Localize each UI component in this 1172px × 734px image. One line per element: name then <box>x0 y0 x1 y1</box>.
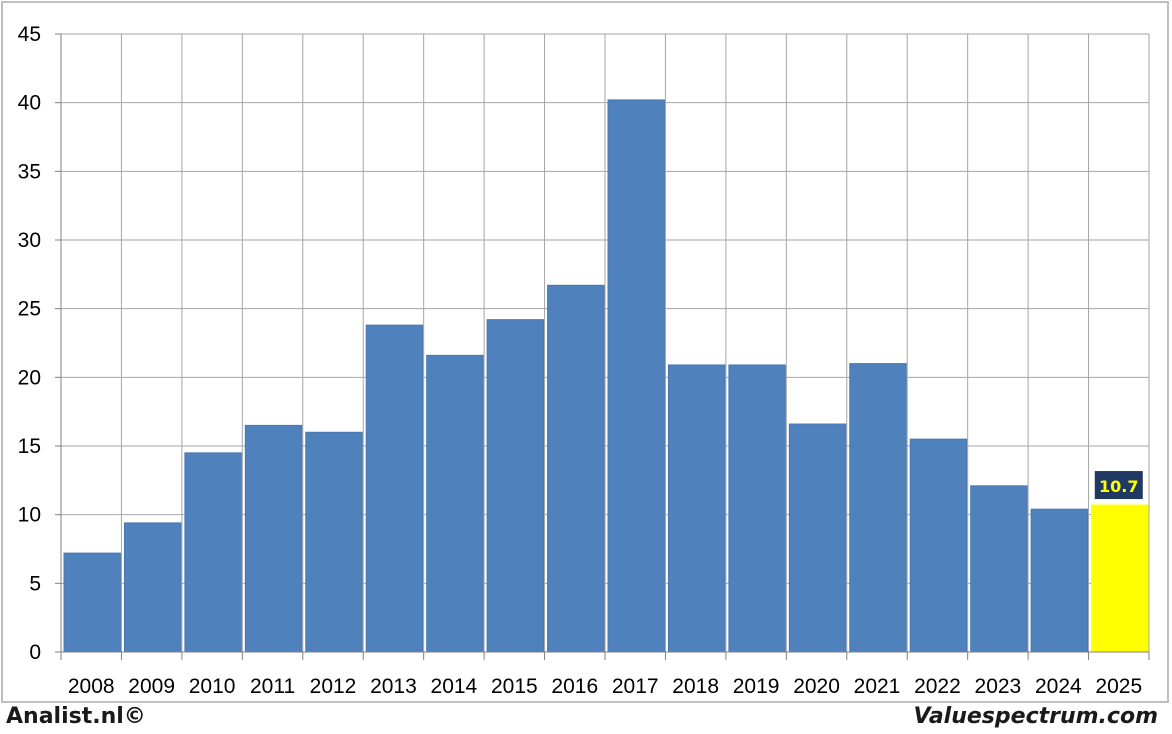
bar-2019 <box>728 364 786 653</box>
bar-2014 <box>426 354 484 653</box>
bar-2011 <box>244 424 303 653</box>
bar-2017 <box>607 99 665 653</box>
x-tick-label: 2009 <box>128 675 175 698</box>
bar-2023 <box>970 485 1028 653</box>
y-tick-label: 20 <box>18 366 41 389</box>
y-tick-label: 5 <box>29 572 41 595</box>
x-tick-label: 2022 <box>914 675 961 698</box>
x-tick-label: 2025 <box>1095 675 1142 698</box>
x-tick-label: 2019 <box>733 675 780 698</box>
bar-2009 <box>123 522 182 653</box>
bar-2022 <box>909 438 968 653</box>
bar-2024 <box>1030 508 1089 653</box>
bar-2010 <box>184 452 242 653</box>
x-tick-label: 2015 <box>491 675 538 698</box>
bar-2025 <box>1091 504 1149 653</box>
bar-2013 <box>365 324 424 653</box>
footer-source: Valuespectrum.com <box>913 704 1158 729</box>
x-tick-label: 2017 <box>612 675 659 698</box>
x-tick-label: 2023 <box>975 675 1022 698</box>
y-tick-label: 25 <box>18 298 41 321</box>
highlight-label-text: 10.7 <box>1099 477 1138 496</box>
bar-2015 <box>486 319 545 653</box>
x-tick-label: 2010 <box>189 675 236 698</box>
bar-2018 <box>667 364 726 653</box>
x-tick-label: 2021 <box>854 675 901 698</box>
x-tick-label: 2011 <box>250 675 295 698</box>
y-tick-label: 40 <box>18 92 41 115</box>
labels: 10.7 <box>1094 471 1143 500</box>
bar-2021 <box>849 363 907 653</box>
highlight-label-box <box>1094 471 1143 500</box>
bar-2008 <box>63 552 121 653</box>
bar-2020 <box>788 423 847 653</box>
bar-2016 <box>547 284 605 653</box>
y-tick-label: 45 <box>18 23 41 46</box>
y-tick-label: 35 <box>18 160 41 183</box>
x-tick-label: 2013 <box>370 675 417 698</box>
x-tick-label: 2018 <box>672 675 719 698</box>
y-tick-label: 30 <box>18 229 41 252</box>
x-tick-label: 2016 <box>551 675 598 698</box>
y-tick-label: 10 <box>18 504 41 527</box>
x-tick-label: 2008 <box>68 675 115 698</box>
bar-2012 <box>305 431 363 653</box>
x-tick-label: 2020 <box>793 675 840 698</box>
x-tick-label: 2012 <box>310 675 357 698</box>
footer-credit: Analist.nl© <box>6 704 146 729</box>
x-tick-label: 2014 <box>431 675 478 698</box>
bars <box>63 99 1149 653</box>
y-tick-label: 0 <box>29 641 41 664</box>
x-tick-label: 2024 <box>1035 675 1082 698</box>
y-tick-label: 15 <box>18 435 41 458</box>
